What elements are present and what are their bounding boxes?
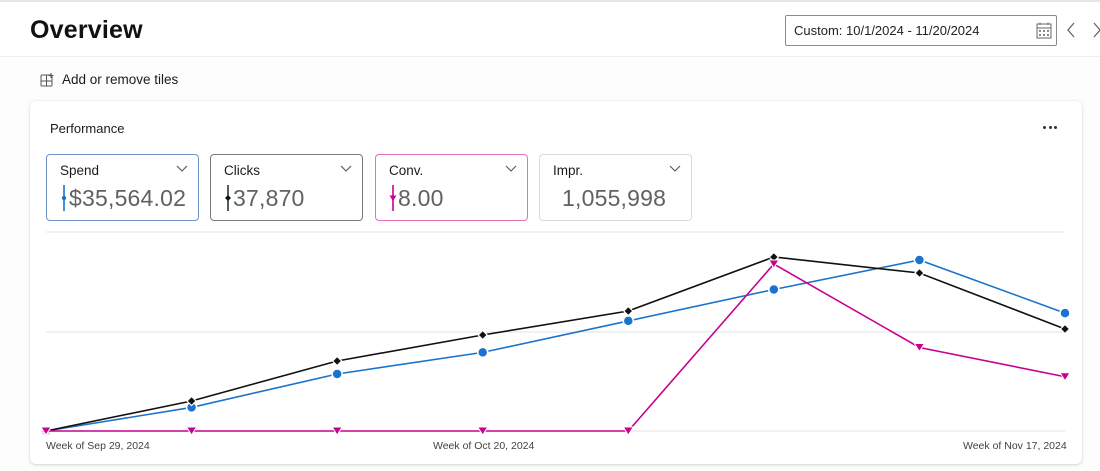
diamond-marker-icon[interactable] [1059,323,1071,335]
metric-value: 37,870 [233,185,305,211]
circle-marker-icon[interactable] [913,254,926,266]
diamond-marker-icon[interactable] [914,267,925,279]
circle-marker-icon[interactable] [40,425,52,437]
diamond-marker-icon[interactable] [768,251,780,263]
circle-marker-icon[interactable] [185,401,198,414]
page-title: Overview [30,16,143,44]
add-remove-tiles-label: Add or remove tiles [62,72,179,87]
triangle-down-marker-icon[interactable] [1059,372,1071,382]
add-tiles-icon [40,72,54,86]
metric-tile-clicks[interactable]: Clicks 37,870 [210,154,363,221]
metric-label: Conv. [389,163,424,178]
calendar-icon[interactable] [1036,22,1052,39]
previous-period-button[interactable] [1064,19,1078,41]
metric-label: Impr. [553,163,584,178]
metric-tile-spend[interactable]: Spend $35,564.02 [46,154,199,221]
more-dot-icon [1048,125,1052,129]
series-line-conv [46,262,1066,432]
performance-card: Performance Spend $35,564.02 Clicks 37,8… [30,101,1082,464]
circle-marker-icon[interactable] [476,346,489,359]
metric-label: Clicks [224,163,260,178]
diamond-marker-icon[interactable] [331,355,343,367]
next-period-button[interactable] [1090,19,1100,41]
x-axis-tick-label: Week of Nov 17, 2024 [963,440,1067,452]
triangle-down-marker-icon[interactable] [622,426,635,436]
series-line-clicks [45,256,1066,432]
chevron-down-icon[interactable] [340,165,352,173]
triangle-down-marker-icon[interactable] [767,259,780,269]
diamond-marker-icon[interactable] [622,305,634,317]
x-axis-tick-label: Week of Oct 20, 2024 [433,440,535,452]
metric-value: 8.00 [398,185,444,211]
triangle-down-marker-icon[interactable] [331,426,344,436]
chevron-down-icon[interactable] [505,165,517,173]
diamond-marker-icon[interactable] [40,425,52,437]
metric-value: $35,564.02 [69,185,187,211]
triangle-down-marker-icon[interactable] [913,343,926,353]
series-line-spend [45,259,1066,432]
add-remove-tiles-button[interactable]: Add or remove tiles [40,72,178,87]
triangle-down-marker-icon[interactable] [40,426,52,436]
top-bar: Overview Custom: 10/1/2024 - 11/20/2024 [0,0,1100,57]
clicks-series-marker-icon [225,185,231,211]
circle-marker-icon[interactable] [1059,307,1071,319]
triangle-down-marker-icon[interactable] [185,426,198,436]
chevron-down-icon[interactable] [669,165,681,173]
chevron-down-icon[interactable] [176,165,188,173]
diamond-marker-icon[interactable] [477,329,489,341]
metric-tile-impressions[interactable]: Impr. 1,055,998 [539,154,692,221]
x-axis-tick-label: Week of Sep 29, 2024 [46,440,150,452]
diamond-marker-icon[interactable] [186,395,197,407]
more-dot-icon [1043,125,1046,129]
conversions-series-marker-icon [389,185,397,211]
metric-tile-conversions[interactable]: Conv. 8.00 [375,154,528,221]
triangle-down-marker-icon[interactable] [476,426,489,436]
metric-value: 1,055,998 [562,185,667,211]
spend-series-marker-icon [61,185,67,211]
date-range-picker[interactable]: Custom: 10/1/2024 - 11/20/2024 [785,15,1057,46]
card-title: Performance [50,121,125,136]
circle-marker-icon[interactable] [768,283,780,296]
circle-marker-icon[interactable] [622,315,635,327]
circle-marker-icon[interactable] [331,368,343,380]
metric-label: Spend [60,163,100,178]
more-dot-icon [1054,125,1057,129]
more-options-button[interactable] [1042,121,1058,133]
date-range-value: Custom: 10/1/2024 - 11/20/2024 [794,23,980,38]
